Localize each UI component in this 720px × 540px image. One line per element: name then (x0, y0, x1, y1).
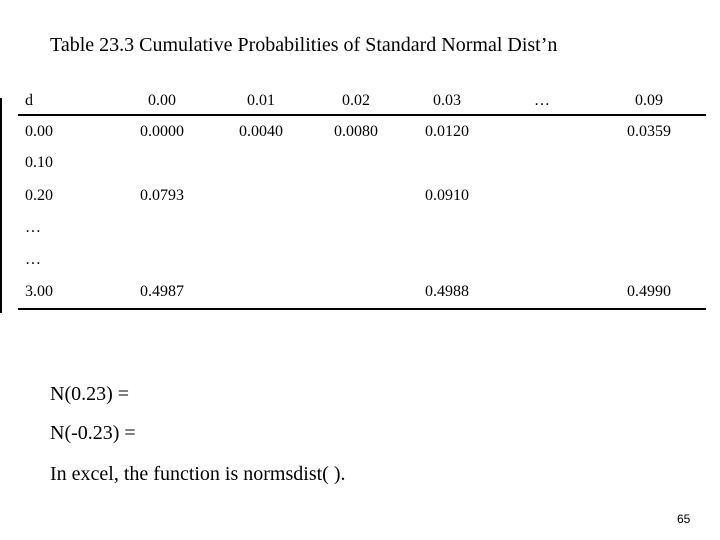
row-label: 0.00 (25, 122, 53, 140)
table-cell (310, 244, 402, 276)
header-cell: 0.00 (112, 88, 212, 116)
table-row: 0.00 0.0000 0.0040 0.0080 0.0120 0.0359 (18, 115, 706, 147)
table-cell (492, 244, 592, 276)
table-row: 0.10 (18, 147, 706, 179)
table-cell (402, 147, 492, 179)
table-cell: 0.0040 (239, 122, 283, 140)
table-cell (310, 276, 402, 310)
note-n-negative: N(-0.23) = (50, 422, 136, 444)
header-cell: 0.01 (212, 88, 310, 116)
table-cell (310, 212, 402, 244)
table-cell (112, 212, 212, 244)
table-row: 0.20 0.0793 0.0910 (18, 180, 706, 212)
header-cell: 0.03 (402, 88, 492, 116)
table-cell: 0.0793 (140, 186, 184, 204)
table-cell (112, 244, 212, 276)
table-cell: 0.4987 (112, 276, 212, 310)
table-cell: 0.4988 (402, 276, 492, 310)
table-cell: 0.0120 (425, 122, 469, 140)
header-cell: 0.02 (310, 88, 402, 116)
table-cell (402, 244, 492, 276)
header-cell: 0.09 (592, 88, 706, 116)
row-label-ellipsis: … (25, 219, 41, 237)
table-cell (592, 147, 706, 179)
table-cell (592, 244, 706, 276)
row-label: 0.10 (25, 154, 53, 172)
header-cell-ellipsis: … (492, 88, 592, 116)
table-cell (310, 147, 402, 179)
table-cell (212, 212, 310, 244)
table-row: … (18, 212, 706, 244)
table-cell (212, 244, 310, 276)
table-cell: 0.0359 (627, 122, 671, 140)
table-cell (492, 147, 592, 179)
table-cell: 0.0000 (140, 122, 184, 140)
table-cell: 0.0910 (425, 186, 469, 204)
row-label: 0.20 (25, 186, 53, 204)
table-cell (592, 212, 706, 244)
table-cell (492, 180, 592, 212)
table-cell (592, 180, 706, 212)
left-edge-divider (0, 98, 2, 313)
table-cell: 0.0080 (334, 122, 378, 140)
table-cell (212, 180, 310, 212)
table-cell (492, 212, 592, 244)
table-row: 3.00 0.4987 0.4988 0.4990 (18, 276, 706, 310)
table-row: … (18, 244, 706, 276)
table-cell (112, 147, 212, 179)
table-cell (492, 276, 592, 310)
table-cell: 0.4990 (592, 276, 706, 310)
table-cell (310, 180, 402, 212)
table-cell (402, 212, 492, 244)
row-label: 3.00 (18, 276, 112, 310)
note-n-positive: N(0.23) = (50, 383, 130, 405)
header-cell-d: d (18, 88, 112, 116)
table-header-row: d 0.00 0.01 0.02 0.03 … 0.09 (18, 88, 706, 116)
table-cell (492, 115, 592, 147)
table-cell (212, 147, 310, 179)
note-excel-function: In excel, the function is normsdist( ). (50, 463, 346, 485)
row-label-ellipsis: … (25, 251, 41, 269)
cumulative-probability-table: d 0.00 0.01 0.02 0.03 … 0.09 0.00 0.0000… (18, 88, 706, 310)
slide-title: Table 23.3 Cumulative Probabilities of S… (50, 34, 558, 56)
table-cell (212, 276, 310, 310)
page-number: 65 (677, 512, 691, 526)
